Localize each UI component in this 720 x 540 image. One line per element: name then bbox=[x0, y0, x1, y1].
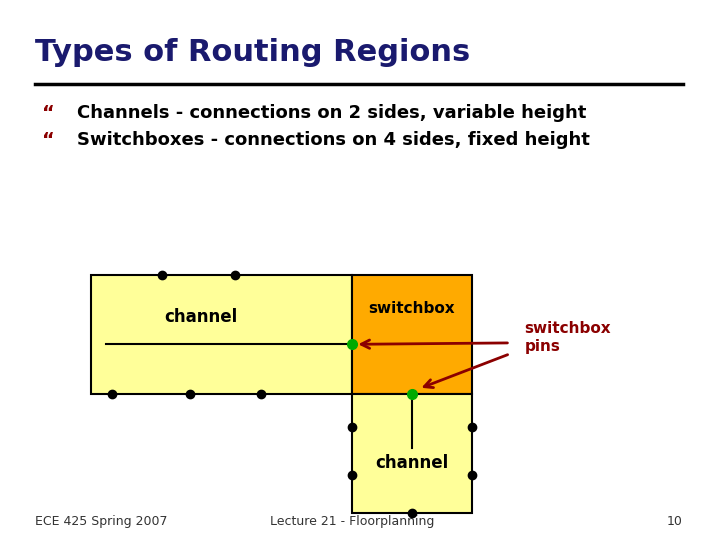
Text: switchbox: switchbox bbox=[369, 301, 455, 316]
Text: “: “ bbox=[42, 104, 55, 123]
FancyBboxPatch shape bbox=[352, 275, 472, 394]
Text: Switchboxes - connections on 4 sides, fixed height: Switchboxes - connections on 4 sides, fi… bbox=[78, 131, 590, 150]
Text: 10: 10 bbox=[667, 515, 683, 528]
Text: channel: channel bbox=[375, 454, 449, 472]
FancyBboxPatch shape bbox=[91, 275, 352, 394]
Text: ECE 425 Spring 2007: ECE 425 Spring 2007 bbox=[35, 515, 168, 528]
Text: “: “ bbox=[42, 131, 55, 150]
Text: channel: channel bbox=[164, 308, 238, 326]
Text: Types of Routing Regions: Types of Routing Regions bbox=[35, 38, 470, 67]
Text: Channels - connections on 2 sides, variable height: Channels - connections on 2 sides, varia… bbox=[78, 104, 587, 123]
Text: Lecture 21 - Floorplanning: Lecture 21 - Floorplanning bbox=[270, 515, 434, 528]
Text: switchbox
pins: switchbox pins bbox=[524, 321, 611, 354]
FancyBboxPatch shape bbox=[352, 394, 472, 513]
